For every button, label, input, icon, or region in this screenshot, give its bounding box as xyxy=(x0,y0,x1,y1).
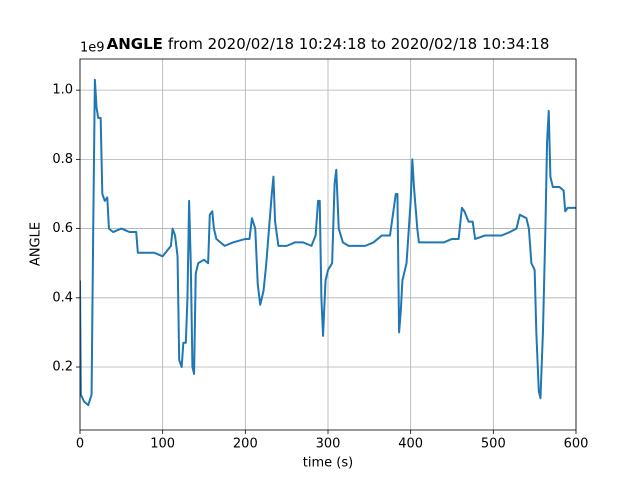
x-tick-label: 300 xyxy=(316,437,341,452)
x-axis-label: time (s) xyxy=(303,456,353,471)
plot-frame xyxy=(79,58,577,431)
x-tick-label: 200 xyxy=(233,437,258,452)
x-tick-label: 600 xyxy=(564,437,589,452)
title-range: from 2020/02/18 10:24:18 to 2020/02/18 1… xyxy=(168,35,549,53)
y-axis-label: ANGLE xyxy=(29,222,44,266)
x-tick-label: 500 xyxy=(481,437,506,452)
y-tick-label: 1.0 xyxy=(52,83,73,98)
x-tick-label: 400 xyxy=(398,437,423,452)
chart-title: ANGLE from 2020/02/18 10:24:18 to 2020/02… xyxy=(107,35,550,53)
y-offset-label: 1e9 xyxy=(80,41,105,56)
title-variable: ANGLE xyxy=(107,35,163,53)
y-tick-label: 0.2 xyxy=(52,360,73,375)
x-tick-label: 0 xyxy=(76,437,84,452)
y-tick-label: 0.6 xyxy=(52,221,73,236)
y-tick-label: 0.8 xyxy=(52,152,73,167)
y-tick-label: 0.4 xyxy=(52,290,73,305)
x-tick-label: 100 xyxy=(150,437,175,452)
data-line xyxy=(80,78,576,407)
